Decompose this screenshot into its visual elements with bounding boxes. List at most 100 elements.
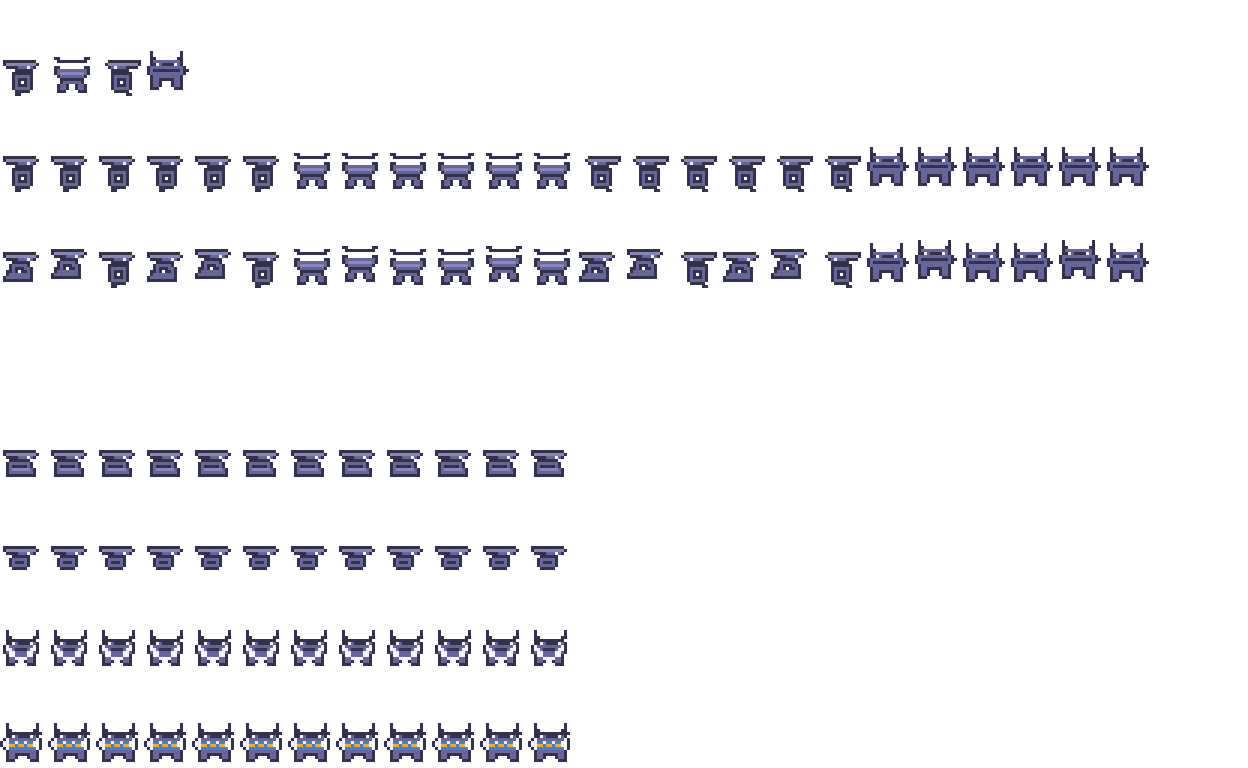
sprite-pixels [252,552,273,567]
sprite-pixels [390,642,420,663]
sprite-pixels [603,258,606,261]
sprite-frame-horned [1104,144,1152,192]
sprite-pixels [150,642,180,660]
sprite-pixels [867,147,909,186]
sprite-pixels [831,162,849,186]
sprite-pixels [246,549,276,552]
sprite-pixels [294,642,324,660]
sprite-frame-small-side [432,528,480,576]
sprite-pixels [99,450,135,477]
sprite-frame-horned-white [432,624,480,672]
sprite-pixels [363,552,366,555]
sprite-pixels [690,162,693,165]
sprite-pixels [156,552,177,567]
sprite-frame-small-side [336,528,384,576]
sprite-pixels [198,642,228,663]
sprite-frame-side-left [144,144,192,192]
sprite-pixels [9,741,36,750]
sprite-frame-small-side [528,528,576,576]
sprite-pixels [171,258,174,261]
sprite-pixels [198,549,228,552]
sprite-frame-horned-belt [384,720,432,768]
sprite-frame-side-attack [720,240,768,288]
sprite-frame-front [48,48,96,96]
sprite-frame-side-left [240,240,288,288]
sprite-pixels [54,642,84,660]
sprite-pixels [435,450,471,477]
sprite-pixels [27,258,30,261]
sprite-pixels [1059,240,1101,279]
sprite-pixels [972,159,993,162]
sprite-pixels [159,162,177,186]
sprite-frame-horned-white [144,624,192,672]
sprite-pixels [540,552,561,567]
sprite-pixels [246,642,276,660]
sprite-pixels [150,453,180,471]
sprite-pixels [249,741,276,750]
sprite-frame-side-right [816,144,864,192]
sprite-pixels [123,552,126,555]
sprite-pixels [537,456,561,474]
sprite-pixels [336,723,378,762]
sprite-frame-horned-belt [48,720,96,768]
sprite-pixels [294,642,324,663]
sprite-frame-side-left [96,240,144,288]
sprite-pixels [345,744,369,747]
sprite-pixels [1020,159,1041,162]
sprite-pixels [924,159,945,162]
sprite-frame-horned [864,240,912,288]
sprite-pixels [201,456,225,474]
sprite-pixels [534,453,564,471]
sprite-pixels [75,552,78,555]
sprite-pixels [537,744,561,747]
sprite-pixels [390,642,420,660]
sprite-pixels [153,741,180,750]
sprite-frame-front [432,240,480,288]
sprite-frame-side-attack [0,240,48,288]
sprite-frame-crouch [432,432,480,480]
sprite-pixels [531,450,567,477]
sprite-pixels [198,255,225,276]
sprite-pixels [15,66,33,90]
sprite-pixels [1107,147,1149,186]
sprite-pixels [57,744,81,747]
sprite-pixels [486,642,516,660]
sprite-pixels [396,168,420,171]
sprite-pixels [480,723,522,762]
sprite-pixels [111,258,129,282]
sprite-pixels [963,147,1005,186]
sprite-pixels [297,744,321,747]
sprite-pixels [345,258,375,279]
sprite-pixels [300,264,324,267]
sprite-frame-side-right [768,144,816,192]
sprite-frame-side-right [816,240,864,288]
sprite-pixels [108,552,129,567]
sprite-pixels [294,453,324,471]
sprite-pixels [123,456,126,459]
sprite-frame-front [528,144,576,192]
sprite-frame-side-left [96,144,144,192]
sprite-pixels [441,165,471,186]
sprite-pixels [435,735,471,750]
sprite-frame-horned [144,48,192,96]
sprite-pixels [396,552,417,567]
sprite-pixels [6,258,33,279]
sprite-pixels [393,741,420,750]
sprite-frame-horned-white [288,624,336,672]
sprite-frame-horned-belt [336,720,384,768]
sprite-pixels [828,159,858,162]
sprite-pixels [384,723,426,762]
sprite-pixels [966,252,999,279]
sprite-frame-horned-white [96,624,144,672]
sprite-pixels [390,549,420,552]
sprite-pixels [339,450,375,477]
sprite-frame-small-side [480,528,528,576]
sprite-pixels [444,168,468,171]
sprite-pixels [1014,156,1047,183]
sprite-pixels [534,549,564,552]
sprite-pixels [486,549,516,552]
sprite-pixels [1062,249,1095,276]
sprite-pixels [582,255,612,258]
sprite-pixels [684,159,714,162]
